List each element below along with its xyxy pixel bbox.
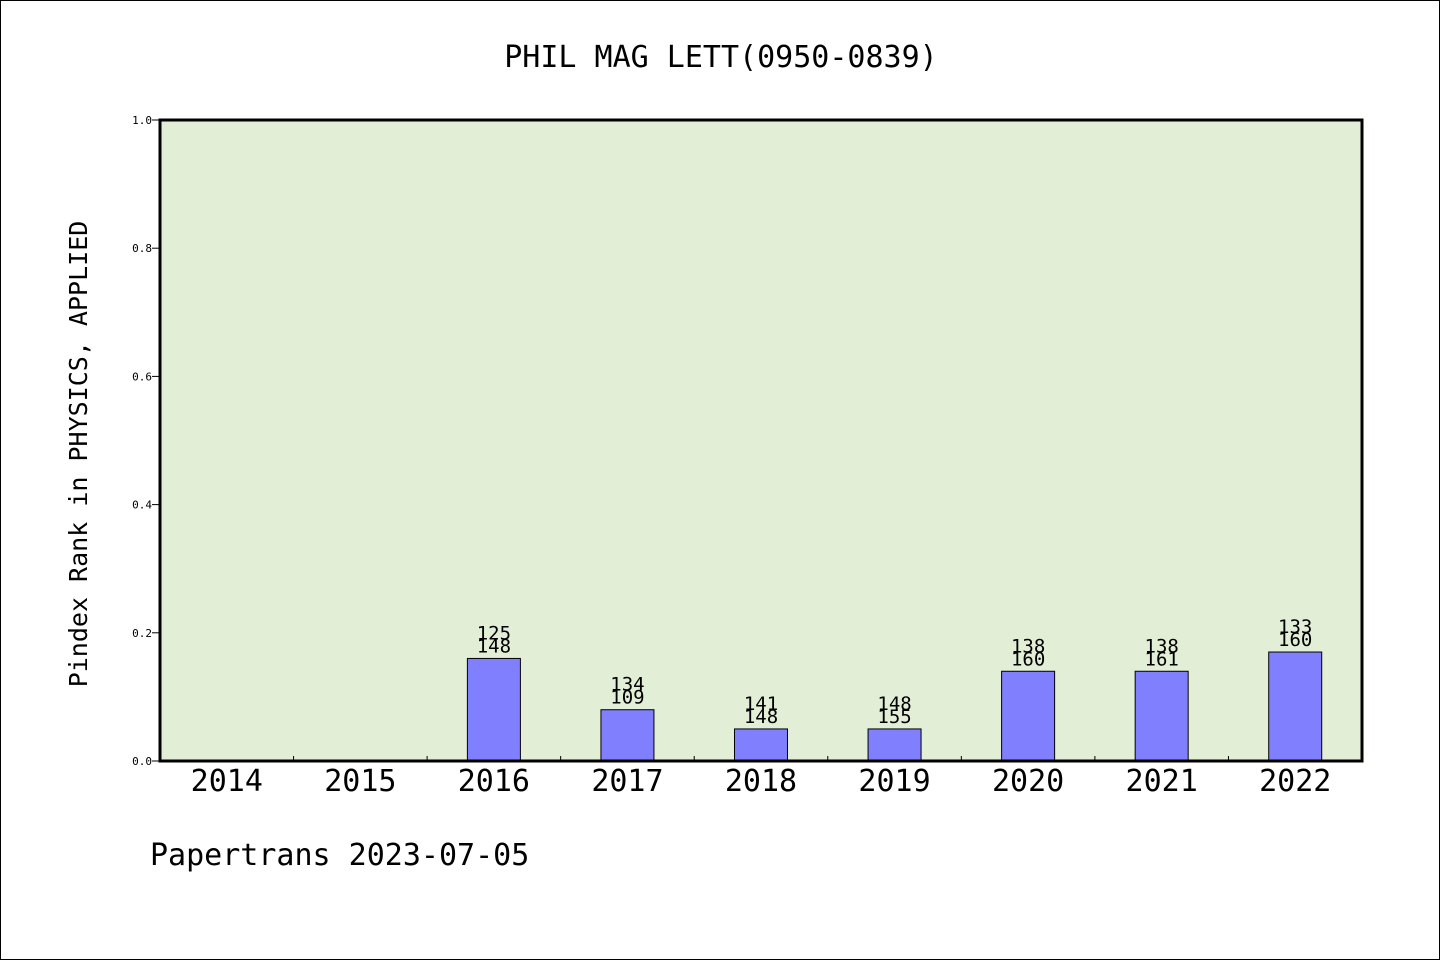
y-tick-label: 0.4 bbox=[132, 499, 152, 512]
chart-title: PHIL MAG LETT(0950-0839) bbox=[504, 40, 937, 75]
x-tick-label: 2021 bbox=[1126, 764, 1198, 799]
plot-area bbox=[160, 120, 1362, 761]
bar-2018 bbox=[734, 728, 788, 762]
bar-label-top: 125 bbox=[477, 622, 511, 644]
x-tick-label: 2017 bbox=[591, 764, 663, 799]
bar-label-bottom: 155 bbox=[877, 706, 911, 728]
y-tick-label: 1.0 bbox=[132, 114, 152, 127]
y-axis-label: Pindex Rank in PHYSICS, APPLIED bbox=[64, 221, 93, 688]
bar-2020 bbox=[1001, 670, 1056, 762]
bar-2022 bbox=[1268, 651, 1323, 762]
y-tick-label: 0.8 bbox=[132, 242, 152, 255]
x-tick-label: 2016 bbox=[458, 764, 530, 799]
bar-label-bottom: 160 bbox=[1278, 629, 1312, 651]
y-tick-label: 0.2 bbox=[132, 627, 152, 640]
bar-label-top: 148 bbox=[877, 693, 911, 715]
plot-border bbox=[158, 118, 1364, 763]
bar-label-top: 134 bbox=[610, 674, 644, 696]
x-tick-label: 2014 bbox=[191, 764, 263, 799]
bar-2019 bbox=[867, 728, 922, 762]
bar-label-top: 138 bbox=[1145, 635, 1179, 657]
bar-2017 bbox=[600, 709, 655, 762]
footer-papertrans-date: Papertrans 2023-07-05 bbox=[150, 838, 529, 873]
bar-series bbox=[466, 651, 1323, 762]
y-tick-label: 0.0 bbox=[132, 755, 152, 768]
bar-label-top: 141 bbox=[744, 693, 778, 715]
bar-2021 bbox=[1134, 670, 1189, 762]
x-axis-ticks: 2014 2015 2016 2017 2018 2019 2020 2021 2022 bbox=[191, 756, 1331, 799]
bar-label-bottom: 161 bbox=[1145, 648, 1179, 670]
x-tick-label: 2015 bbox=[324, 764, 396, 799]
bar-label-bottom: 160 bbox=[1011, 648, 1045, 670]
bar-2016 bbox=[466, 657, 521, 762]
x-tick-label: 2019 bbox=[858, 764, 930, 799]
bar-label-bottom: 109 bbox=[610, 687, 644, 709]
y-axis-ticks: 0.0 0.2 0.4 0.6 0.8 1.0 bbox=[132, 114, 160, 768]
bar-label-bottom: 148 bbox=[744, 706, 778, 728]
y-tick-label: 0.6 bbox=[132, 370, 152, 383]
x-tick-label: 2020 bbox=[992, 764, 1064, 799]
x-tick-label: 2022 bbox=[1259, 764, 1331, 799]
x-tick-label: 2018 bbox=[725, 764, 797, 799]
bar-label-bottom: 148 bbox=[477, 635, 511, 657]
bar-label-top: 138 bbox=[1011, 635, 1045, 657]
bar-label-top: 133 bbox=[1278, 616, 1312, 638]
